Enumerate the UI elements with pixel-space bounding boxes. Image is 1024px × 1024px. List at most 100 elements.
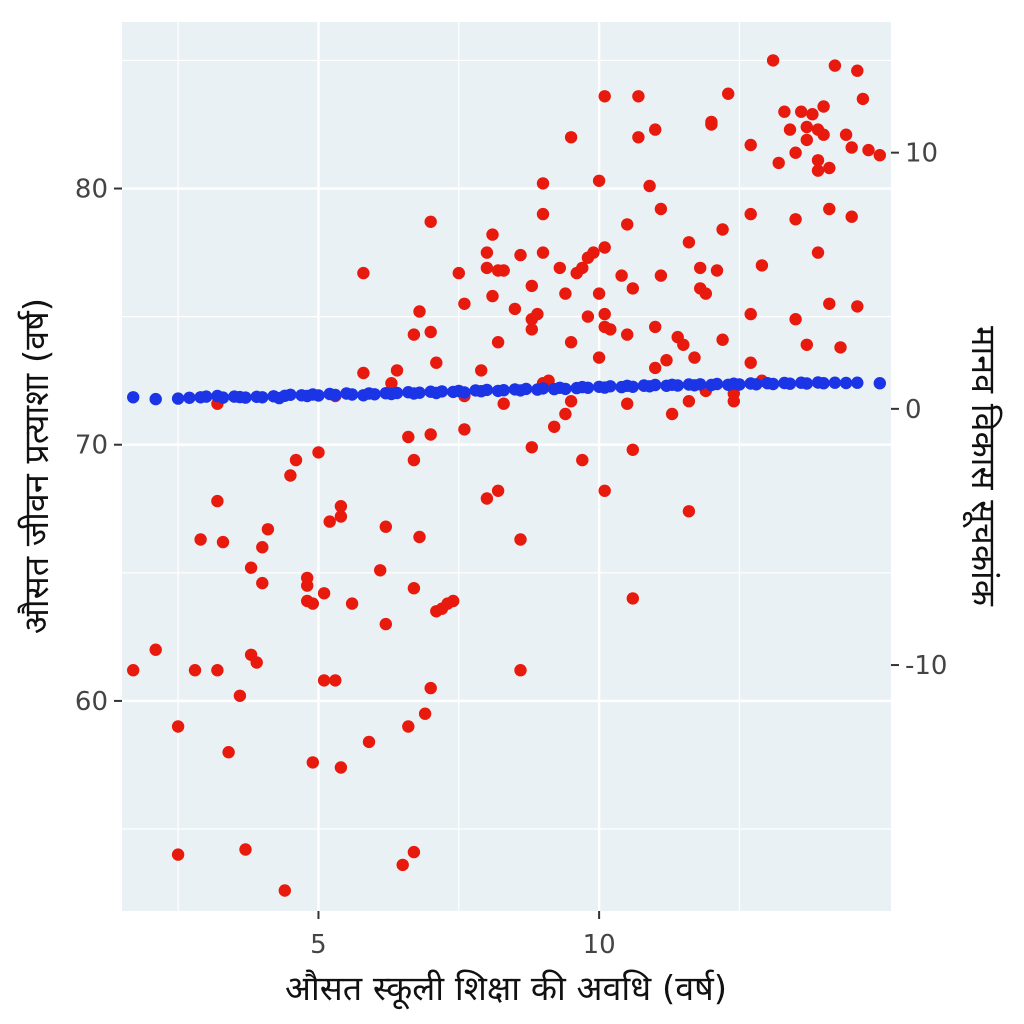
axes: 60 70 80 -10 0 10 5 10 bbox=[75, 139, 948, 960]
red-data-point bbox=[345, 597, 359, 610]
red-data-point bbox=[851, 300, 864, 313]
blue-data-point bbox=[480, 383, 494, 397]
red-data-point bbox=[334, 510, 348, 523]
red-data-point bbox=[514, 248, 527, 262]
blue-data-point bbox=[458, 386, 471, 399]
red-data-point bbox=[452, 266, 465, 280]
red-data-point bbox=[171, 848, 185, 861]
red-data-point bbox=[407, 328, 421, 341]
y-tick-label: 60 bbox=[75, 687, 108, 717]
red-data-point bbox=[149, 643, 162, 656]
y2-tick-label: -10 bbox=[905, 651, 947, 681]
blue-data-point bbox=[413, 386, 426, 399]
red-data-point bbox=[789, 313, 802, 326]
blue-data-point bbox=[329, 388, 342, 402]
red-data-point bbox=[587, 246, 600, 259]
red-data-point bbox=[598, 241, 611, 254]
red-data-point bbox=[722, 87, 735, 100]
red-data-point bbox=[536, 177, 550, 190]
red-data-point bbox=[576, 261, 589, 275]
blue-data-point bbox=[733, 378, 746, 391]
red-data-point bbox=[744, 138, 757, 152]
blue-data-point bbox=[559, 382, 572, 396]
red-data-point bbox=[424, 428, 437, 441]
red-data-point bbox=[407, 582, 421, 595]
red-data-point bbox=[447, 594, 460, 608]
blue-data-point bbox=[626, 380, 639, 393]
red-data-point bbox=[800, 338, 813, 351]
red-data-point bbox=[598, 484, 611, 497]
red-data-point bbox=[811, 154, 825, 167]
red-data-point bbox=[604, 323, 617, 336]
red-data-point bbox=[424, 325, 437, 339]
red-data-point bbox=[873, 149, 886, 162]
blue-data-point bbox=[817, 377, 830, 390]
red-data-point bbox=[800, 120, 813, 134]
red-data-point bbox=[188, 664, 202, 677]
red-data-point bbox=[677, 338, 690, 351]
red-data-point bbox=[413, 530, 426, 544]
red-data-point bbox=[845, 141, 858, 154]
red-data-point bbox=[244, 561, 258, 574]
red-data-point bbox=[817, 100, 830, 113]
red-data-point bbox=[491, 336, 505, 349]
red-data-point bbox=[564, 336, 578, 349]
y2-tick-label: 10 bbox=[905, 139, 938, 169]
red-data-point bbox=[390, 364, 404, 377]
red-data-point bbox=[766, 54, 780, 67]
x-tick-label: 10 bbox=[583, 930, 616, 960]
blue-data-point bbox=[216, 391, 230, 404]
red-data-point bbox=[716, 333, 729, 346]
red-data-point bbox=[508, 302, 522, 316]
red-data-point bbox=[127, 664, 140, 677]
blue-data-point bbox=[171, 392, 185, 405]
blue-data-point bbox=[783, 377, 797, 390]
blue-data-point bbox=[649, 378, 662, 392]
red-data-point bbox=[823, 202, 836, 216]
red-data-point bbox=[250, 656, 263, 669]
red-data-point bbox=[497, 264, 510, 277]
red-data-point bbox=[823, 297, 836, 310]
blue-data-point bbox=[694, 378, 707, 391]
blue-data-point bbox=[368, 388, 381, 401]
blue-data-point bbox=[710, 377, 724, 391]
red-data-point bbox=[334, 500, 348, 513]
y2-axis-title: मानव विकास सूचकांक bbox=[962, 326, 1003, 607]
red-data-point bbox=[362, 735, 376, 749]
y2-tick-label: 0 bbox=[905, 395, 922, 425]
red-data-point bbox=[497, 397, 510, 410]
red-data-point bbox=[823, 161, 836, 175]
red-data-point bbox=[211, 664, 224, 677]
red-data-point bbox=[525, 323, 538, 336]
red-data-point bbox=[682, 505, 696, 518]
red-data-point bbox=[744, 356, 757, 369]
blue-data-point bbox=[536, 382, 550, 395]
red-data-point bbox=[278, 884, 291, 897]
red-data-point bbox=[385, 377, 398, 390]
red-data-point bbox=[536, 246, 550, 259]
red-data-point bbox=[806, 108, 819, 121]
red-data-point bbox=[216, 535, 230, 549]
red-data-point bbox=[525, 279, 538, 293]
blue-data-point bbox=[519, 382, 533, 396]
red-data-point bbox=[592, 351, 606, 364]
red-data-point bbox=[626, 592, 639, 605]
red-data-point bbox=[525, 441, 538, 454]
red-data-point bbox=[643, 179, 656, 193]
red-data-point bbox=[514, 533, 527, 546]
red-data-point bbox=[171, 720, 185, 733]
data-points bbox=[127, 54, 886, 897]
red-data-point bbox=[856, 92, 870, 106]
blue-data-point bbox=[828, 376, 842, 389]
red-data-point bbox=[699, 287, 712, 300]
red-data-point bbox=[480, 261, 494, 275]
y-tick-label: 70 bbox=[75, 431, 108, 461]
red-data-point bbox=[559, 287, 572, 300]
red-data-point bbox=[665, 407, 679, 421]
blue-data-point bbox=[800, 377, 813, 390]
red-data-point bbox=[705, 115, 718, 129]
red-data-point bbox=[811, 164, 825, 177]
red-data-point bbox=[862, 143, 875, 157]
red-data-point bbox=[357, 266, 370, 280]
red-data-point bbox=[828, 59, 842, 72]
